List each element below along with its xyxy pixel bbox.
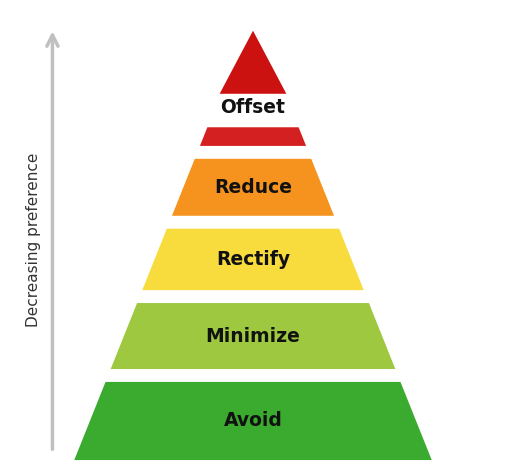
Polygon shape (140, 228, 365, 291)
Text: Decreasing preference: Decreasing preference (26, 153, 40, 327)
Text: Offset: Offset (220, 98, 285, 117)
Text: Minimize: Minimize (205, 327, 300, 346)
Polygon shape (219, 30, 286, 94)
Polygon shape (170, 158, 335, 217)
Text: Rectify: Rectify (216, 250, 289, 269)
Polygon shape (73, 381, 432, 461)
Text: Avoid: Avoid (223, 411, 282, 430)
Polygon shape (109, 302, 396, 370)
Polygon shape (198, 126, 307, 147)
Text: Reduce: Reduce (214, 178, 291, 197)
